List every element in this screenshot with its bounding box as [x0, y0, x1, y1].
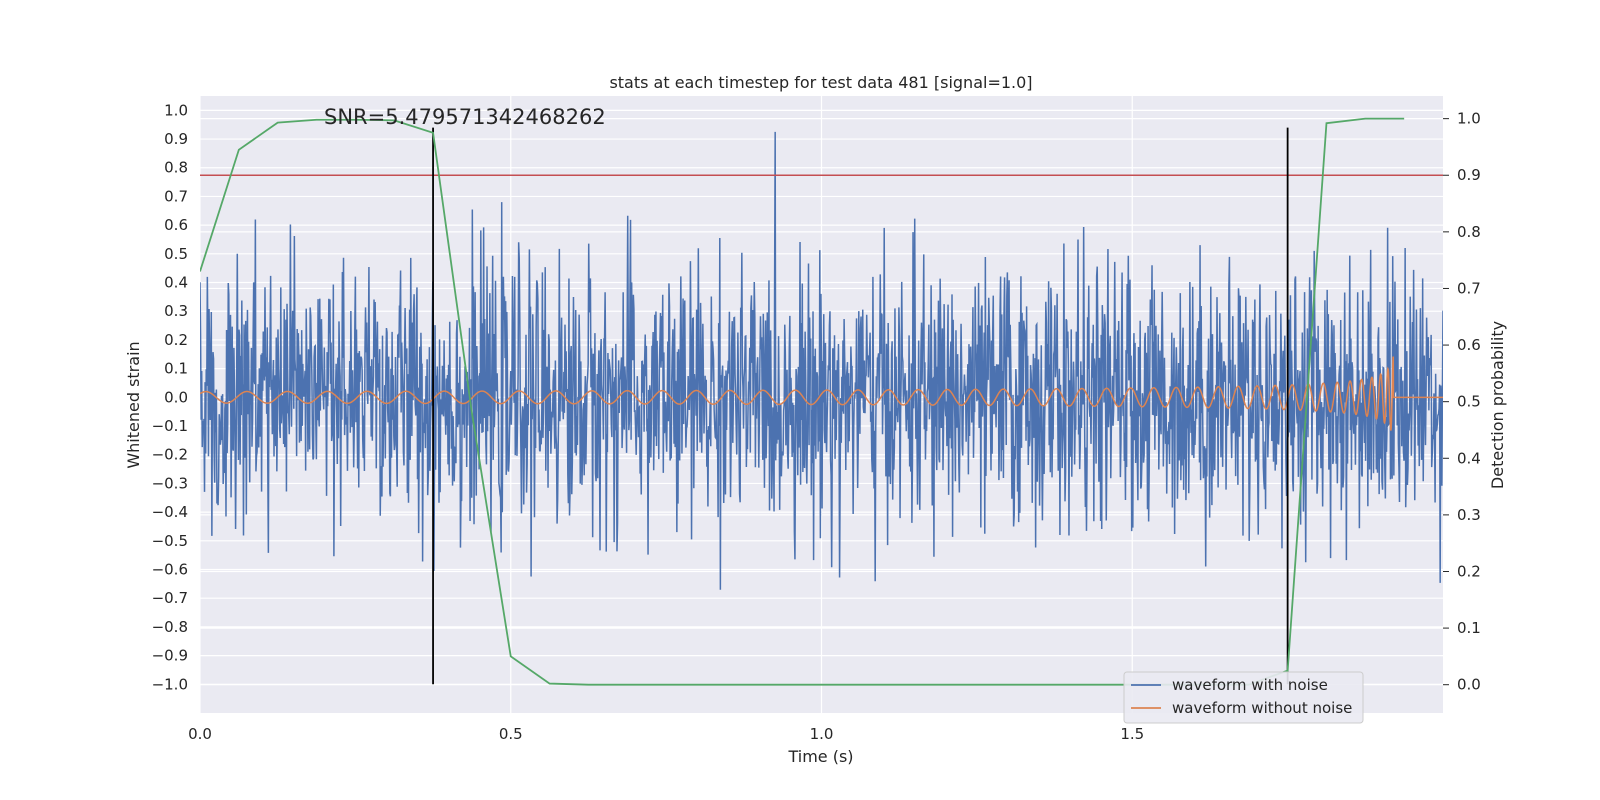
y-tick-label: −0.5	[152, 532, 188, 550]
y-tick-label: −0.6	[152, 561, 188, 579]
y-right-tick-label: 0.5	[1457, 393, 1481, 411]
y-tick-label: 1.0	[164, 101, 188, 119]
y-tick-label: 0.1	[164, 360, 188, 378]
y-tick-label: 0.6	[164, 216, 188, 234]
legend-label-waveform-without-noise: waveform without noise	[1172, 699, 1352, 717]
y-right-tick-label: 0.6	[1457, 336, 1481, 354]
y-tick-label: 0.8	[164, 159, 188, 177]
y-tick-label: −0.8	[152, 618, 188, 636]
legend-box	[1123, 671, 1364, 724]
y-tick-label: −0.1	[152, 417, 188, 435]
y-axis-right-ticks: 1.0 0.9 0.8 0.7 0.6 0.5 0.4 0.3 0.2 0.1 0.0	[1443, 110, 1481, 694]
y-tick-label: 0.5	[164, 245, 188, 263]
x-axis-label: Time (s)	[787, 747, 853, 766]
y-tick-label: 0.0	[164, 388, 188, 406]
vertical-markers	[432, 127, 1289, 685]
y-right-tick-label: 0.9	[1457, 166, 1481, 184]
y-tick-label: 0.7	[164, 187, 188, 205]
y-right-tick-label: 1.0	[1457, 110, 1481, 128]
chart-title: stats at each timestep for test data 481…	[609, 73, 1032, 92]
series-line-waveform-without-noise	[200, 356, 1443, 431]
y-right-tick-label: 0.4	[1457, 449, 1481, 467]
y-right-tick-label: 0.8	[1457, 223, 1481, 241]
x-tick-label: 0.0	[188, 725, 212, 743]
y-right-tick-label: 0.2	[1457, 562, 1481, 580]
legend: waveform with noise waveform without noi…	[1123, 671, 1364, 724]
y-tick-label: −1.0	[152, 675, 188, 693]
series-line-waveform-with-noise	[200, 131, 1443, 590]
y-tick-label: −0.3	[152, 474, 188, 492]
snr-annotation: SNR=5.479571342468262	[324, 105, 606, 129]
x-tick-label: 1.5	[1120, 725, 1144, 743]
y-tick-label: 0.3	[164, 302, 188, 320]
y-right-tick-label: 0.0	[1457, 676, 1481, 694]
y-right-tick-label: 0.7	[1457, 279, 1481, 297]
y-tick-label: −0.4	[152, 503, 188, 521]
y-axis-right-label: Detection probability	[1488, 321, 1507, 489]
y-tick-label: 0.9	[164, 130, 188, 148]
y-right-tick-label: 0.3	[1457, 506, 1481, 524]
y-tick-label: 0.2	[164, 331, 188, 349]
y-axis-label: Whitened strain	[124, 341, 143, 468]
x-tick-label: 0.5	[499, 725, 523, 743]
y-right-tick-label: 0.1	[1457, 619, 1481, 637]
y-tick-label: −0.7	[152, 589, 188, 607]
y-tick-label: −0.9	[152, 647, 188, 665]
y-tick-label: 0.4	[164, 274, 188, 292]
y-axis-ticks: 1.0 0.9 0.8 0.7 0.6 0.5 0.4 0.3 0.2 0.1 0.0 −0.1 −0.…	[152, 101, 188, 693]
x-tick-label: 1.0	[810, 725, 834, 743]
x-axis-ticks: 0.0 0.5 1.0 1.5	[188, 725, 1144, 743]
y-tick-label: −0.2	[152, 446, 188, 464]
legend-label-waveform-with-noise: waveform with noise	[1172, 676, 1328, 694]
